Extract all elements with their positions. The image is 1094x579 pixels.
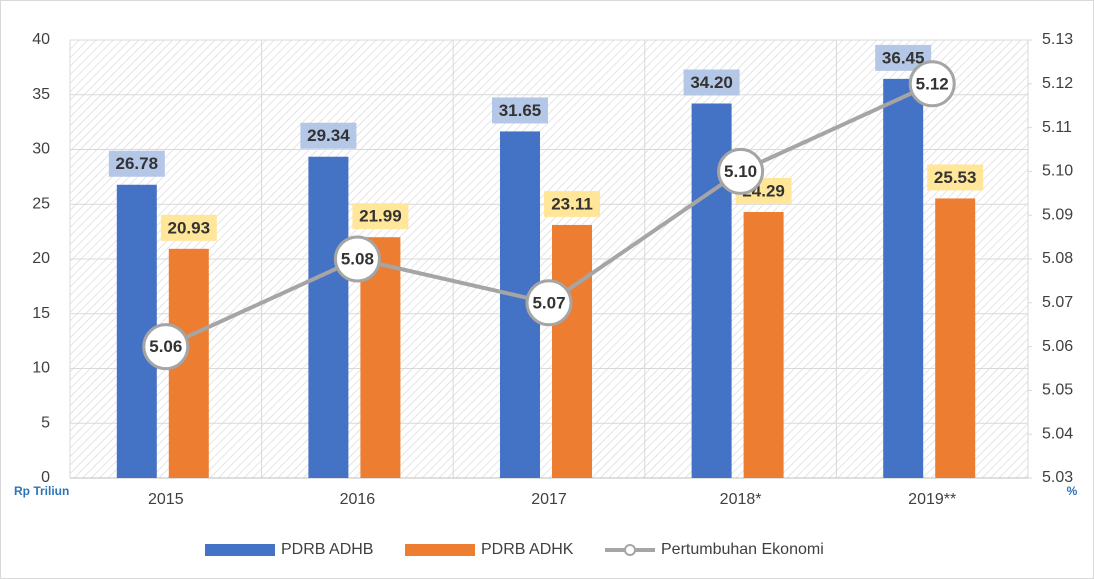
y2-tick-label: 5.07 [1042, 294, 1073, 311]
y2-tick-label: 5.12 [1042, 75, 1073, 92]
y2-tick-label: 5.09 [1042, 206, 1073, 223]
bar [883, 78, 924, 478]
y-tick-label: 10 [32, 360, 50, 377]
data-label-box [300, 122, 357, 149]
x-tick-label: 2019** [908, 491, 956, 508]
data-label: 23.11 [551, 194, 593, 213]
data-label: 5.08 [341, 249, 374, 268]
y2-tick-label: 5.04 [1042, 425, 1073, 442]
y2-tick-label: 5.08 [1042, 250, 1073, 267]
data-label: 26.78 [116, 154, 159, 173]
y-tick-label: 35 [32, 86, 50, 103]
y-tick-label: 40 [32, 31, 50, 48]
y2-tick-label: 5.05 [1042, 382, 1073, 399]
data-label-box [544, 190, 600, 217]
y2-tick-label: 5.11 [1042, 119, 1072, 136]
data-label: 25.53 [934, 168, 977, 187]
data-label: 20.93 [168, 218, 211, 237]
y-tick-label: 0 [41, 469, 50, 486]
data-label-box [927, 164, 984, 191]
line-marker [717, 147, 765, 195]
data-label: 5.07 [532, 293, 565, 312]
y-tick-label: 5 [41, 414, 50, 431]
legend-swatch [405, 544, 475, 556]
data-label: 21.99 [359, 207, 402, 226]
data-label: 36.45 [882, 48, 925, 67]
line-marker [525, 279, 573, 327]
bar [935, 198, 976, 478]
x-tick-label: 2017 [531, 491, 567, 508]
y-tick-label: 20 [32, 250, 50, 267]
y2-tick-label: 5.10 [1042, 163, 1073, 180]
legend-label: Pertumbuhan Ekonomi [661, 541, 824, 558]
data-label-box [352, 203, 409, 230]
bar [308, 156, 349, 479]
y-tick-label: 15 [32, 305, 50, 322]
data-label: 31.65 [499, 101, 542, 120]
data-label-box [160, 214, 217, 241]
x-tick-label: 2016 [340, 491, 376, 508]
line-marker [142, 323, 190, 371]
legend-label: PDRB ADHK [481, 541, 574, 558]
bar [743, 212, 784, 478]
y2-axis-label: % [1067, 484, 1078, 498]
y2-tick-label: 5.03 [1042, 469, 1073, 486]
y-axis-label: Rp Triliun [14, 484, 69, 498]
data-label: 34.20 [690, 73, 733, 92]
x-tick-label: 2015 [148, 491, 184, 508]
bar [552, 224, 592, 478]
legend-swatch-marker [624, 544, 636, 556]
data-label-box [108, 150, 165, 177]
data-label-box [683, 69, 740, 96]
data-label: 29.34 [307, 126, 350, 145]
data-label-box [492, 97, 548, 124]
y2-tick-label: 5.13 [1042, 31, 1073, 48]
legend-swatch [205, 544, 275, 556]
y-tick-label: 30 [32, 141, 50, 158]
data-label: 5.06 [149, 337, 182, 356]
legend-label: PDRB ADHB [281, 541, 373, 558]
line-marker [908, 60, 956, 108]
data-label: 5.10 [724, 162, 757, 181]
y-tick-label: 25 [32, 195, 50, 212]
line-marker [333, 235, 381, 283]
y2-tick-label: 5.06 [1042, 338, 1073, 355]
data-label: 5.12 [916, 74, 949, 93]
x-tick-label: 2018* [720, 491, 762, 508]
